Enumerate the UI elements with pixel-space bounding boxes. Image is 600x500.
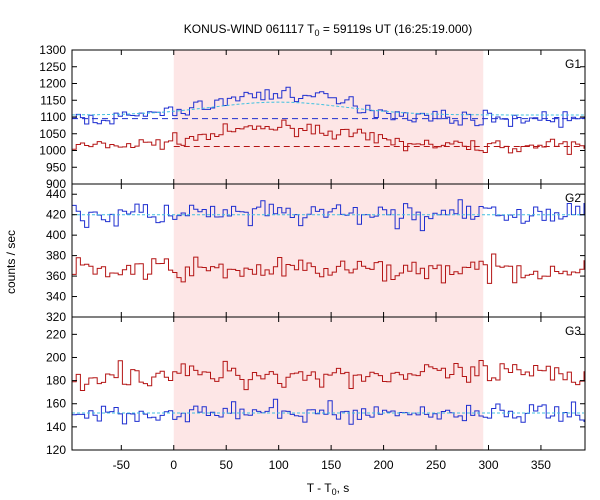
y-tick-label: 360 (46, 269, 66, 283)
y-tick-label: 900 (46, 177, 66, 191)
series-red-line (72, 119, 585, 155)
x-tick-label: -50 (113, 458, 131, 472)
y-tick-label: 950 (46, 160, 66, 174)
panel-g2: 320 340 360 380 400 420 440 G2 (46, 183, 586, 324)
y-tick-label: 1150 (40, 93, 66, 107)
y-tick-label: 1250 (39, 60, 66, 74)
y-tick-label: 1300 (39, 43, 66, 57)
highlight-band (173, 317, 484, 450)
y-axis-label: counts / sec (4, 230, 18, 294)
y-tick-label: 200 (46, 350, 66, 364)
x-axis-label: T - T0, s (307, 481, 350, 497)
highlight-band (173, 50, 484, 184)
y-tick-label: 160 (46, 397, 66, 411)
panel-g3: 120 140 160 180 200 220 G3 (46, 316, 586, 457)
y-tick-label: 1100 (40, 110, 66, 124)
y-tick-label: 440 (46, 187, 66, 201)
series-blue-line (72, 398, 585, 425)
y-tick-label: 400 (46, 228, 66, 242)
series-blue-line (72, 199, 585, 232)
y-tick-label: 380 (46, 249, 66, 263)
series-red-line (72, 360, 585, 391)
x-tick-label: 50 (220, 458, 234, 472)
x-tick-label: 250 (426, 458, 446, 472)
plot-area: 9009501000105011001150120012501300G13203… (39, 43, 586, 472)
x-tick-label: 100 (269, 458, 289, 472)
panel-label: G3 (565, 324, 581, 338)
y-tick-label: 1200 (39, 77, 66, 91)
y-tick-label: 140 (46, 420, 66, 434)
y-tick-label: 220 (46, 327, 66, 341)
y-tick-label: 320 (46, 310, 66, 324)
x-tick-label: 150 (321, 458, 341, 472)
fit-level-line (72, 101, 584, 116)
x-tick-label: 300 (478, 458, 498, 472)
panel-frame (71, 316, 586, 451)
y-tick-label: 120 (46, 443, 66, 457)
chart-title: KONUS-WIND 061117 T0 = 59119s UT (16:25:… (184, 22, 472, 38)
y-tick-label: 1000 (39, 144, 66, 158)
x-tick-label: 350 (531, 458, 551, 472)
y-tick-label: 340 (46, 290, 66, 304)
panel-label: G2 (565, 191, 581, 205)
y-tick-label: 1050 (39, 127, 66, 141)
panel-g1: 900 950 1000 1050 1100 1150 1200 1250 1300 G1 (39, 43, 586, 191)
y-tick-label: 180 (46, 374, 66, 388)
series-red-line (72, 253, 585, 284)
x-tick-label: 200 (374, 458, 394, 472)
highlight-band (173, 184, 484, 317)
panel-label: G1 (565, 57, 581, 71)
y-tick-label: 420 (46, 208, 66, 222)
x-tick-label: 0 (170, 458, 177, 472)
